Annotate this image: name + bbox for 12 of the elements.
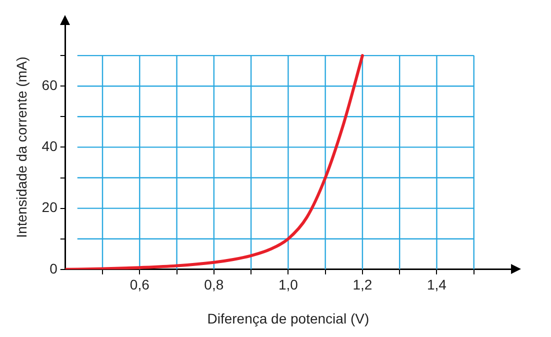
x-tick-label: 0,8 [204, 276, 224, 293]
line-series [65, 54, 364, 270]
x-tick-label: 0,6 [130, 276, 150, 293]
x-axis-title: Diferença de potencial (V) [207, 310, 370, 326]
y-tick-label: 60 [42, 76, 58, 93]
x-tick-label: 1,4 [426, 276, 447, 293]
y-tick-label: 40 [42, 138, 58, 154]
x-tick-label: 1,2 [352, 276, 372, 293]
x-tick-label: 1,0 [278, 276, 298, 293]
y-tick-label: 20 [42, 199, 58, 216]
y-tick-label: 0 [50, 260, 58, 276]
y-axis-title: Intensidade da corrente (mA) [13, 56, 30, 238]
